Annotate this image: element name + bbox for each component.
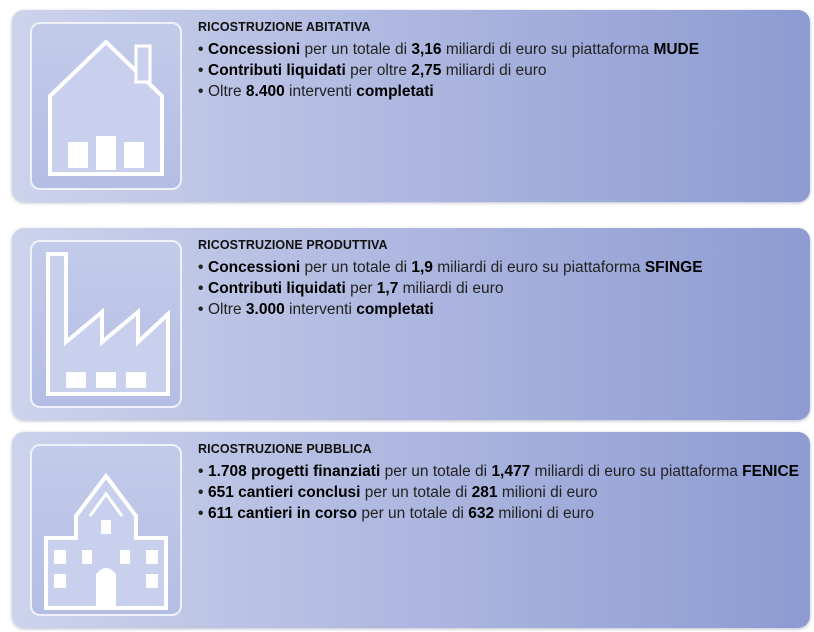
bold-text: 632 xyxy=(468,505,495,522)
text: Oltre xyxy=(208,83,246,100)
bullet-item: Contributi liquidati per oltre 2,75 mili… xyxy=(198,60,804,81)
section-content: RICOSTRUZIONE ABITATIVA Concessioni per u… xyxy=(198,20,804,102)
bold-text: 1,7 xyxy=(376,280,399,297)
window xyxy=(54,574,66,588)
section-title: RICOSTRUZIONE ABITATIVA xyxy=(198,20,371,34)
text: per oltre xyxy=(345,62,412,79)
text: miliardi di euro xyxy=(398,280,504,297)
bullet-item: 1.708 progetti finanziati per un totale … xyxy=(198,461,804,482)
window xyxy=(101,520,111,534)
bold-text: Concessioni xyxy=(208,41,301,58)
bold-text: 2,75 xyxy=(411,62,442,79)
bullet-item: Oltre 8.400 interventi completati xyxy=(198,81,804,102)
window xyxy=(54,550,66,564)
text: miliardi di euro su piattaforma xyxy=(432,259,645,276)
section-title: RICOSTRUZIONE PRODUTTIVA xyxy=(198,238,388,252)
window xyxy=(66,372,86,388)
text: milioni di euro xyxy=(497,484,598,501)
panel-public: RICOSTRUZIONE PUBBLICA 1.708 progetti fin… xyxy=(12,432,810,628)
bold-text: 1,477 xyxy=(491,463,531,480)
window xyxy=(82,550,92,564)
text: miliardi di euro su piattaforma xyxy=(530,463,743,480)
section-content: RICOSTRUZIONE PUBBLICA 1.708 progetti fin… xyxy=(198,442,804,524)
text: miliardi di euro su piattaforma xyxy=(441,41,654,58)
door xyxy=(96,136,116,170)
bold-text: SFINGE xyxy=(644,259,703,276)
panel-production: RICOSTRUZIONE PRODUTTIVA Concessioni per … xyxy=(12,228,810,420)
bold-text: completati xyxy=(356,83,434,100)
window xyxy=(126,372,146,388)
window xyxy=(96,372,116,388)
bullet-item: Concessioni per un totale di 1,9 miliard… xyxy=(198,257,804,278)
bold-text: 3.000 xyxy=(245,301,285,318)
text: per un totale di xyxy=(380,463,492,480)
chimney xyxy=(134,44,152,84)
window xyxy=(146,574,158,588)
factory-shape xyxy=(46,252,170,396)
building-icon xyxy=(44,472,168,610)
bullet-item: 651 cantieri conclusi per un totale di 2… xyxy=(198,482,804,503)
window xyxy=(124,142,144,168)
window xyxy=(120,550,130,564)
building-shape xyxy=(44,472,168,610)
text: per xyxy=(345,280,377,297)
text: miliardi di euro xyxy=(441,62,547,79)
bold-text: 3,16 xyxy=(411,41,442,58)
bold-text: 1,9 xyxy=(411,259,433,276)
text: Oltre xyxy=(208,301,246,318)
bold-text: 281 xyxy=(471,484,498,501)
pediment xyxy=(88,491,124,517)
text: milioni di euro xyxy=(494,505,595,522)
bold-text: 651 cantieri conclusi xyxy=(208,484,361,501)
house-icon xyxy=(48,39,164,176)
door xyxy=(96,568,116,608)
factory-icon xyxy=(46,252,170,396)
text: per un totale di xyxy=(300,41,412,58)
window xyxy=(146,550,158,564)
section-content: RICOSTRUZIONE PRODUTTIVA Concessioni per … xyxy=(198,238,804,320)
bullet-item: Oltre 3.000 interventi completati xyxy=(198,299,804,320)
icon-box xyxy=(30,240,182,408)
bullet-item: 611 cantieri in corso per un totale di 6… xyxy=(198,503,804,524)
text: interventi xyxy=(284,83,357,100)
bold-text: Contributi liquidati xyxy=(208,280,346,297)
window xyxy=(68,142,88,168)
bold-text: 8.400 xyxy=(245,83,285,100)
bullet-item: Concessioni per un totale di 3,16 miliar… xyxy=(198,39,804,60)
text: per un totale di xyxy=(300,259,412,276)
house-shape xyxy=(48,39,164,176)
bold-text: 611 cantieri in corso xyxy=(208,505,358,522)
bullet-item: Contributi liquidati per 1,7 miliardi di… xyxy=(198,278,804,299)
bold-text: Concessioni xyxy=(208,259,301,276)
bold-text: 1.708 progetti finanziati xyxy=(208,463,381,480)
icon-box xyxy=(30,444,182,616)
bold-text: completati xyxy=(356,301,434,318)
text: interventi xyxy=(284,301,357,318)
bold-text: MUDE xyxy=(653,41,700,58)
text: per un totale di xyxy=(360,484,472,501)
text: per un totale di xyxy=(357,505,469,522)
section-title: RICOSTRUZIONE PUBBLICA xyxy=(198,442,372,456)
icon-box xyxy=(30,22,182,190)
bold-text: FENICE xyxy=(742,463,799,480)
panel-housing: RICOSTRUZIONE ABITATIVA Concessioni per u… xyxy=(12,10,810,202)
bold-text: Contributi liquidati xyxy=(208,62,346,79)
